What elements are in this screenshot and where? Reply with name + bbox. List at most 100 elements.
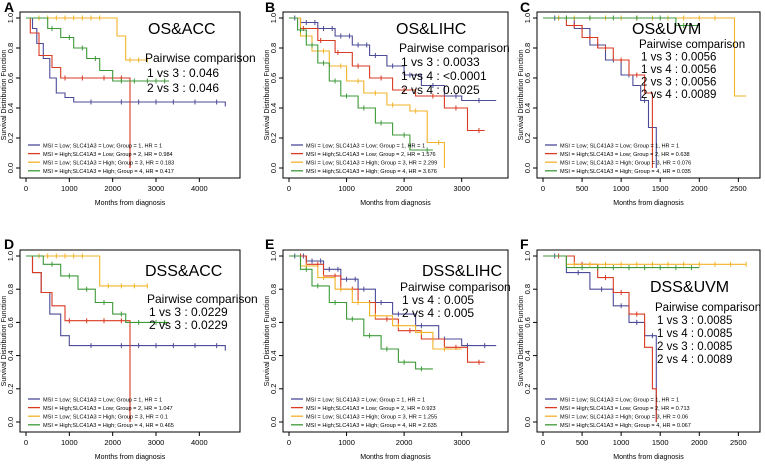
x-tick-label: 0 [24, 438, 28, 447]
legend-entry: MSI = Low; SLC41A3 = Low; Group = 1, HR … [306, 143, 425, 149]
pairwise-line: 1 vs 3 : 0.0056 [641, 52, 716, 64]
panel-title: DSS&UVM [650, 279, 729, 296]
legend-entry: MSI = High;SLC41A3 = High; Group = 4, HR… [43, 169, 174, 175]
panel-letter: E [265, 236, 274, 252]
x-tick-label: 2000 [104, 438, 121, 447]
km-curve-group-4 [289, 17, 433, 151]
legend-entry: MSI = High;SLC41A3 = Low; Group = 2, HR … [306, 406, 436, 412]
legend-entry: MSI = High;SLC41A3 = High; Group = 4, HR… [560, 423, 691, 429]
y-tick-label: 1.0 [6, 251, 15, 261]
x-tick-label: 3000 [148, 184, 165, 193]
pairwise-line: 2 vs 3 : 0.0056 [641, 77, 716, 89]
legend-entry: MSI = High;SLC41A3 = Low; Group = 2, HR … [43, 152, 173, 158]
pairwise-line: 1 vs 4 : 0.005 [402, 293, 474, 307]
panel-letter: D [4, 236, 14, 252]
plot-frame [536, 11, 761, 179]
x-tick-label: 500 [576, 438, 589, 447]
pairwise-line: 1 vs 3 : 0.0085 [657, 315, 732, 327]
x-tick-label: 2000 [691, 438, 708, 447]
x-tick-label: 1500 [652, 438, 669, 447]
y-tick-label: 0.8 [523, 43, 532, 53]
x-tick-label: 3000 [453, 438, 470, 447]
legend-entry: MSI = Low; SLC41A3 = High; Group = 3, HR… [43, 415, 168, 421]
y-tick-label: 1.0 [6, 13, 15, 23]
y-axis-title: Survival Distribution Function [518, 296, 525, 387]
y-tick-label: 0.6 [6, 317, 15, 327]
pairwise-line: 2 vs 3 : 0.0229 [149, 318, 228, 332]
x-axis-title: Months from diagnosis [360, 200, 431, 207]
panel-c: 0.0 0.2 0.4 0.6 0.8 1.0 0 500 1000 1500 2000 2500 Su… [518, 0, 761, 207]
legend-entry: MSI = High;SLC41A3 = High; Group = 4, HR… [306, 423, 437, 429]
y-tick-label: 0.6 [269, 317, 278, 327]
panel-title: OS&ACC [148, 21, 216, 38]
pairwise-line: 2 vs 4 : 0.005 [402, 306, 474, 320]
km-curve-group-2 [543, 17, 653, 168]
legend-entry: MSI = High;SLC41A3 = High; Group = 4, HR… [306, 169, 437, 175]
y-tick-label: 0.6 [6, 73, 15, 83]
pairwise-line: 1 vs 4 : 0.0085 [657, 328, 732, 340]
panel-a: 0.0 0.2 0.4 0.6 0.8 1.0 0 1000 2000 3000 4000 Survi… [1, 0, 256, 207]
x-tick-label: 1000 [61, 438, 78, 447]
legend-entry: MSI = Low; SLC41A3 = High; Group = 3, HR… [306, 161, 437, 167]
x-tick-label: 1000 [338, 438, 355, 447]
panel-letter: A [4, 0, 14, 15]
panel-title: OS&UVM [632, 21, 701, 38]
pairwise-line: 2 vs 4 : 0.0089 [657, 354, 732, 366]
km-curve-group-1 [289, 17, 497, 102]
km-curve-group-3 [543, 255, 747, 265]
y-tick-label: 0.6 [523, 73, 532, 83]
y-tick-label: 0.8 [269, 284, 278, 294]
pairwise-line: 1 vs 4 : <0.0001 [401, 69, 487, 83]
legend-entry: MSI = Low; SLC41A3 = High; Group = 3, HR… [560, 415, 688, 421]
plot-frame [19, 249, 241, 433]
y-tick-label: 0.8 [6, 284, 15, 294]
x-tick-label: 500 [576, 184, 589, 193]
x-tick-label: 1500 [652, 184, 669, 193]
x-tick-label: 2000 [104, 184, 121, 193]
legend-entry: MSI = Low; SLC41A3 = Low; Group = 1, HR … [43, 143, 162, 149]
x-tick-label: 1000 [61, 184, 78, 193]
y-tick-label: 0.2 [269, 133, 278, 143]
legend-entry: MSI = Low; SLC41A3 = High; Group = 3, HR… [560, 161, 691, 167]
y-tick-label: 0.0 [6, 163, 15, 173]
legend-entry: MSI = Low; SLC41A3 = Low; Group = 1, HR … [560, 143, 679, 149]
pairwise-title: Pairwise comparison [147, 292, 258, 306]
legend-entry: MSI = High;SLC41A3 = Low; Group = 2, HR … [306, 152, 436, 158]
legend-entry: MSI = Low; SLC41A3 = High; Group = 3, HR… [306, 415, 437, 421]
x-tick-label: 1000 [613, 184, 630, 193]
y-tick-label: 0.0 [523, 417, 532, 427]
panel-title: DSS&ACC [145, 263, 222, 280]
pairwise-line: 2 vs 3 : 0.046 [147, 81, 219, 95]
x-tick-label: 2000 [396, 184, 413, 193]
pairwise-title: Pairwise comparison [639, 39, 745, 51]
km-curve-group-1 [26, 17, 226, 107]
pairwise-line: 1 vs 3 : 0.0033 [401, 55, 480, 69]
plot-frame [19, 11, 241, 179]
y-tick-label: 0.4 [523, 350, 532, 360]
panel-title: OS&LIHC [396, 21, 466, 38]
panel-b: 0.0 0.2 0.4 0.6 0.8 1.0 0 1000 2000 3000 Survival … [264, 0, 510, 207]
panel-letter: F [520, 236, 529, 252]
pairwise-line: 2 vs 4 : 0.0025 [401, 83, 480, 97]
x-tick-label: 2000 [691, 184, 708, 193]
y-tick-label: 0.8 [6, 43, 15, 53]
km-curve-group-3 [26, 17, 148, 61]
km-curve-group-4 [26, 17, 169, 82]
x-tick-label: 4000 [191, 184, 208, 193]
panel-f: 0.0 0.2 0.4 0.6 0.8 1.0 0 500 1000 1500 2000 2500 Su… [518, 236, 761, 461]
y-tick-label: 0.2 [523, 133, 532, 143]
y-tick-label: 0.6 [523, 317, 532, 327]
x-tick-label: 3000 [148, 438, 165, 447]
y-tick-label: 0.0 [269, 417, 278, 427]
legend-entry: MSI = High;SLC41A3 = High; Group = 4, HR… [560, 169, 691, 175]
plot-frame [536, 249, 761, 433]
y-tick-label: 0.2 [523, 384, 532, 394]
y-tick-label: 0.0 [269, 163, 278, 173]
y-tick-label: 0.4 [523, 103, 532, 113]
plot-frame [282, 11, 509, 179]
x-tick-label: 2500 [730, 438, 747, 447]
pairwise-title: Pairwise comparison [145, 51, 256, 65]
x-tick-label: 1000 [338, 184, 355, 193]
y-tick-label: 0.6 [269, 73, 278, 83]
